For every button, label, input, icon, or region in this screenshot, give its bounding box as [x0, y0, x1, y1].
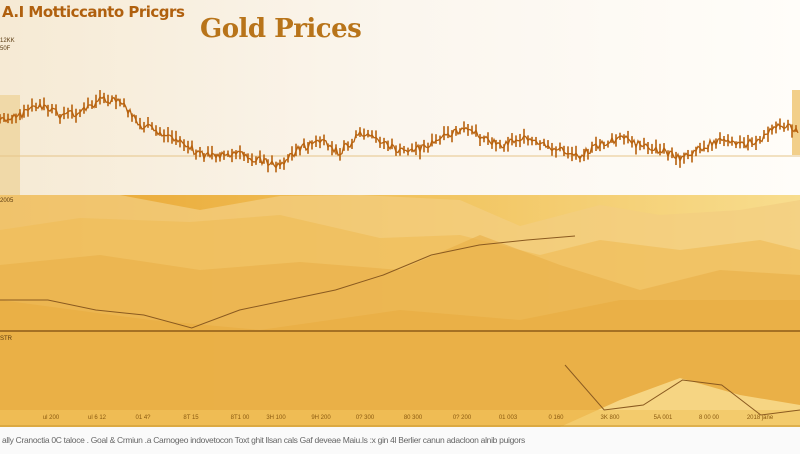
x-tick-label: 9H 200: [311, 415, 331, 421]
x-tick-label: 80 300: [403, 415, 423, 421]
x-tick-label: 8T1 00: [230, 415, 250, 421]
x-tick-label: 3H 100: [266, 415, 286, 421]
x-tick-label: 0? 200: [452, 415, 472, 421]
footer-bg: [0, 427, 800, 454]
bottom-curve-line: [564, 364, 800, 416]
x-tick-label: 0 160: [548, 415, 564, 421]
x-tick-label: 2018 jane: [746, 415, 774, 421]
x-tick-label: 8 00 00: [698, 415, 720, 421]
x-tick-label: ul 6 12: [87, 415, 107, 421]
footer-caption: ally Cranoctia 0C taloce . Goal & Crmiun…: [2, 435, 525, 445]
x-tick-label: 5A 001: [653, 415, 673, 421]
price-series: [0, 90, 799, 173]
price-line: [0, 95, 799, 169]
x-tick-label: ul 200: [42, 415, 60, 421]
app-title: A.I Motticcanto Pricgrs: [2, 3, 185, 21]
x-tick-label: 0? 300: [355, 415, 375, 421]
x-tick-label: 3K 800: [600, 415, 620, 421]
chart-title: Gold Prices: [200, 14, 362, 44]
mountain-band: [0, 195, 800, 427]
x-tick-label: 01 003: [498, 415, 518, 421]
left-panel: [0, 95, 20, 195]
axis-label-band: 2005: [0, 198, 14, 204]
x-axis-strip: [0, 410, 800, 427]
mid-trend-line: [0, 235, 576, 329]
x-tick-label: 8T 15: [183, 415, 199, 421]
x-tick-label: 01 4?: [135, 415, 151, 421]
axis-label-small: 12KK: [0, 38, 15, 44]
right-panel: [792, 90, 800, 155]
axis-label-small: 50F: [0, 46, 11, 52]
axis-label-lower: STR: [0, 336, 12, 342]
